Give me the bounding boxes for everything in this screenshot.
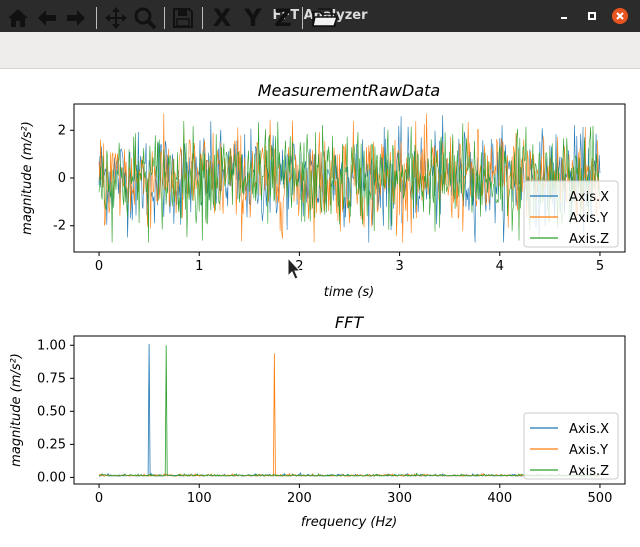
axis-y-button[interactable]: Y xyxy=(244,4,262,32)
x-axis-label: frequency (Hz) xyxy=(301,515,397,530)
back-button[interactable] xyxy=(34,4,60,32)
magnifier-icon xyxy=(134,7,157,30)
y-tick-label: -2 xyxy=(53,219,66,234)
chart-title: FFT xyxy=(335,313,364,332)
legend-label: Axis.X xyxy=(569,422,609,437)
axis-z-button[interactable]: Z xyxy=(274,4,292,32)
y-tick-label: 2 xyxy=(58,123,66,138)
y-tick-label: 1.00 xyxy=(37,338,66,353)
y-axis-label: magnitude (m/s²) xyxy=(9,353,24,467)
x-tick-label: 3 xyxy=(395,259,403,274)
toolbar-separator xyxy=(302,7,303,29)
home-button[interactable] xyxy=(5,4,31,32)
toolbar-separator xyxy=(96,7,97,29)
raw-series-group xyxy=(98,113,601,243)
y-tick-label: 0.25 xyxy=(37,437,66,452)
raw-line-z xyxy=(98,120,601,243)
pan-button[interactable] xyxy=(103,4,129,32)
toolbar-separator xyxy=(164,7,165,29)
x-tick-label: 0 xyxy=(95,491,103,506)
plot2-frame xyxy=(73,335,626,485)
legend: Axis.X Axis.Y Axis.Z xyxy=(523,412,619,480)
toolbar xyxy=(0,32,640,69)
legend-box xyxy=(523,412,619,480)
legend-label: Axis.Z xyxy=(569,464,609,479)
fft-line-z xyxy=(98,345,600,477)
x-tick-label: 200 xyxy=(287,491,312,506)
plot1-axes: 0 1 2 3 4 5 -2 0 2 xyxy=(53,123,604,274)
maximize-button[interactable] xyxy=(584,8,600,24)
close-icon xyxy=(616,12,624,20)
open-folder-icon xyxy=(312,8,338,27)
zoom-button[interactable] xyxy=(132,4,158,32)
forward-button[interactable] xyxy=(63,4,89,32)
raw-line-y xyxy=(98,113,601,243)
home-icon xyxy=(8,9,28,27)
x-tick-label: 5 xyxy=(596,259,604,274)
open-button[interactable] xyxy=(310,4,340,32)
x-tick-label: 500 xyxy=(588,491,613,506)
legend-label: Axis.Z xyxy=(569,232,609,247)
figure-canvas: MeasurementRawData 0 1 2 3 4 5 -2 0 2 time (s) m… xyxy=(9,81,626,530)
x-tick-label: 1 xyxy=(195,259,203,274)
x-tick-label: 4 xyxy=(496,259,504,274)
y-tick-label: 0.50 xyxy=(37,404,66,419)
maximize-icon xyxy=(588,12,596,20)
x-tick-label: 2 xyxy=(295,259,303,274)
x-tick-label: 100 xyxy=(187,491,212,506)
window-title: FFT Analyzer xyxy=(272,8,368,23)
close-button[interactable] xyxy=(612,8,628,24)
x-tick-label: 400 xyxy=(487,491,512,506)
floppy-disk-icon xyxy=(173,8,193,28)
axis-x-button[interactable]: X xyxy=(212,4,232,32)
legend: Axis.X Axis.Y Axis.Z xyxy=(523,180,619,248)
x-tick-label: 0 xyxy=(95,259,103,274)
plot2-axes: 0 100 200 300 400 500 0.00 0.25 0.50 0.75 1.00 xyxy=(37,338,612,506)
fft-series-group xyxy=(98,343,601,477)
y-tick-label: 0 xyxy=(58,171,66,186)
legend-label: Axis.Y xyxy=(569,443,608,458)
legend-label: Axis.Y xyxy=(569,211,608,226)
move-icon xyxy=(105,7,127,29)
y-tick-label: 0.00 xyxy=(37,470,66,485)
x-axis-label: time (s) xyxy=(324,285,374,300)
y-axis-label: magnitude (m/s²) xyxy=(20,121,35,235)
save-button[interactable] xyxy=(170,4,196,32)
arrow-left-icon xyxy=(38,10,56,26)
minimize-button[interactable] xyxy=(556,8,572,24)
mouse-cursor-icon xyxy=(287,256,302,280)
y-tick-label: 0.75 xyxy=(37,371,66,386)
arrow-right-icon xyxy=(67,10,85,26)
legend-label: Axis.X xyxy=(569,190,609,205)
chart-title: MeasurementRawData xyxy=(258,81,440,100)
x-tick-label: 300 xyxy=(387,491,412,506)
toolbar-separator xyxy=(202,7,203,29)
minimize-icon xyxy=(561,17,567,19)
legend-box xyxy=(523,180,619,248)
